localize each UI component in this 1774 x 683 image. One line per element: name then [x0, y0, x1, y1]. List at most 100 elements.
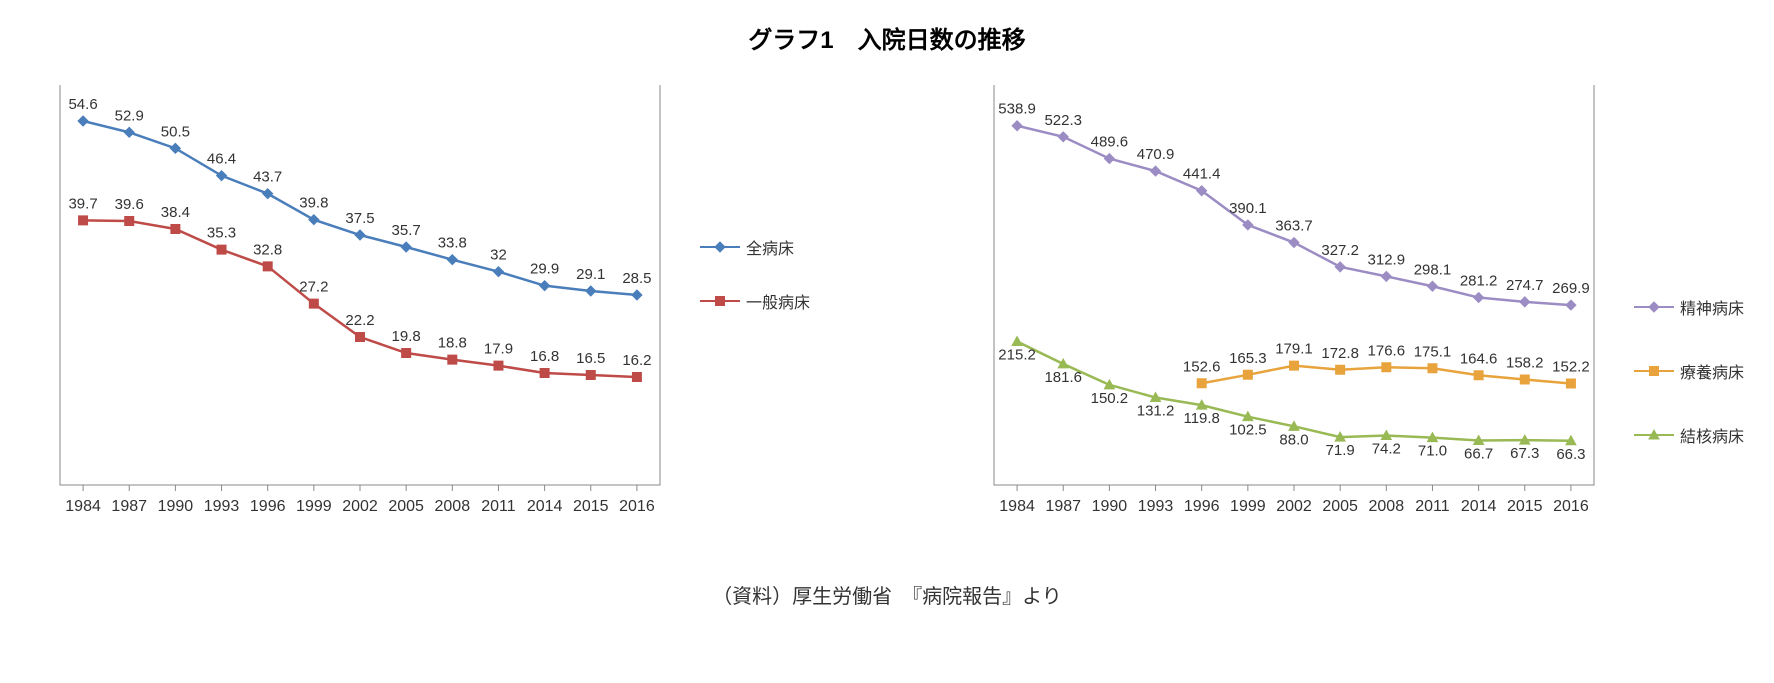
- svg-text:32: 32: [490, 247, 507, 264]
- svg-text:274.7: 274.7: [1506, 277, 1544, 294]
- legend-swatch: [1634, 434, 1674, 436]
- svg-text:33.8: 33.8: [438, 235, 467, 252]
- svg-text:1984: 1984: [999, 498, 1035, 515]
- legend-swatch: [1634, 370, 1674, 372]
- svg-text:27.2: 27.2: [299, 279, 328, 296]
- svg-text:35.3: 35.3: [207, 225, 236, 242]
- svg-text:298.1: 298.1: [1414, 261, 1452, 278]
- svg-text:119.8: 119.8: [1183, 410, 1219, 427]
- svg-text:1993: 1993: [1138, 498, 1174, 515]
- svg-text:39.7: 39.7: [68, 195, 97, 212]
- svg-text:52.9: 52.9: [115, 107, 144, 124]
- svg-text:2014: 2014: [527, 498, 563, 515]
- svg-text:538.9: 538.9: [998, 101, 1036, 118]
- svg-text:2005: 2005: [388, 498, 424, 515]
- svg-text:176.6: 176.6: [1368, 342, 1406, 359]
- svg-text:281.2: 281.2: [1460, 273, 1498, 290]
- legend-swatch: [700, 300, 740, 302]
- svg-text:39.6: 39.6: [115, 196, 144, 213]
- svg-text:66.7: 66.7: [1464, 446, 1493, 463]
- svg-text:2002: 2002: [1276, 498, 1312, 515]
- legend-label: 一般病床: [746, 289, 810, 313]
- svg-text:37.5: 37.5: [345, 210, 374, 227]
- svg-text:131.2: 131.2: [1137, 403, 1175, 420]
- svg-text:71.9: 71.9: [1326, 442, 1355, 459]
- svg-text:88.0: 88.0: [1279, 431, 1308, 448]
- svg-text:1984: 1984: [65, 498, 101, 515]
- svg-text:2014: 2014: [1461, 498, 1497, 515]
- legend-right: 精神病床療養病床結核病床: [1634, 295, 1744, 447]
- svg-text:165.3: 165.3: [1229, 350, 1267, 367]
- chart-left: 1984198719901993199619992002200520082011…: [30, 75, 690, 555]
- svg-text:28.5: 28.5: [622, 270, 651, 287]
- svg-text:54.6: 54.6: [68, 96, 97, 113]
- svg-text:2002: 2002: [342, 498, 378, 515]
- svg-text:152.6: 152.6: [1183, 358, 1221, 375]
- svg-text:74.2: 74.2: [1372, 441, 1401, 458]
- legend-item: 全病床: [700, 235, 810, 259]
- svg-text:2015: 2015: [573, 498, 609, 515]
- svg-text:16.2: 16.2: [622, 352, 651, 369]
- svg-text:18.8: 18.8: [438, 335, 467, 352]
- source-footer: （資料）厚生労働省 『病院報告』より: [30, 580, 1744, 609]
- svg-text:29.9: 29.9: [530, 261, 559, 278]
- svg-text:2011: 2011: [481, 498, 516, 515]
- svg-text:158.2: 158.2: [1506, 355, 1544, 372]
- svg-text:43.7: 43.7: [253, 169, 282, 186]
- svg-text:470.9: 470.9: [1137, 146, 1175, 163]
- svg-text:50.5: 50.5: [161, 123, 190, 140]
- legend-label: 精神病床: [1680, 295, 1744, 319]
- svg-text:1996: 1996: [250, 498, 286, 515]
- svg-text:66.3: 66.3: [1556, 446, 1585, 463]
- svg-text:19.8: 19.8: [392, 328, 421, 345]
- svg-text:102.5: 102.5: [1229, 422, 1267, 439]
- svg-text:1993: 1993: [204, 498, 240, 515]
- chart-title: グラフ1 入院日数の推移: [30, 20, 1744, 55]
- svg-text:179.1: 179.1: [1275, 341, 1313, 358]
- svg-text:2005: 2005: [1322, 498, 1358, 515]
- svg-text:363.7: 363.7: [1275, 218, 1313, 235]
- svg-text:2016: 2016: [1553, 498, 1589, 515]
- svg-text:150.2: 150.2: [1091, 390, 1129, 407]
- svg-text:522.3: 522.3: [1044, 112, 1082, 129]
- svg-text:312.9: 312.9: [1368, 251, 1406, 268]
- svg-text:16.5: 16.5: [576, 350, 605, 367]
- svg-text:441.4: 441.4: [1183, 166, 1221, 183]
- legend-label: 療養病床: [1680, 359, 1744, 383]
- charts-row: 1984 1987 1990 1993 1996 1999 2002 2005 2008 2011…: [30, 75, 1744, 555]
- legend-swatch: [1634, 306, 1674, 308]
- svg-text:1987: 1987: [1045, 498, 1081, 515]
- legend-label: 結核病床: [1680, 423, 1744, 447]
- svg-text:327.2: 327.2: [1321, 242, 1359, 259]
- chart-right: 1984198719901993199619992002200520082011…: [964, 75, 1624, 555]
- svg-text:181.6: 181.6: [1044, 369, 1082, 386]
- svg-text:1990: 1990: [158, 498, 194, 515]
- chart-right-block: 1984198719901993199619992002200520082011…: [964, 75, 1744, 555]
- svg-text:1999: 1999: [1230, 498, 1266, 515]
- legend-item: 一般病床: [700, 289, 810, 313]
- svg-text:2015: 2015: [1507, 498, 1543, 515]
- svg-text:489.6: 489.6: [1091, 134, 1129, 151]
- svg-text:164.6: 164.6: [1460, 350, 1498, 367]
- legend-label: 全病床: [746, 235, 794, 259]
- svg-text:16.8: 16.8: [530, 348, 559, 365]
- svg-text:2016: 2016: [619, 498, 655, 515]
- svg-text:2008: 2008: [1368, 498, 1404, 515]
- svg-text:17.9: 17.9: [484, 341, 513, 358]
- svg-text:390.1: 390.1: [1229, 200, 1267, 217]
- svg-text:1999: 1999: [296, 498, 332, 515]
- svg-text:1987: 1987: [111, 498, 147, 515]
- svg-text:22.2: 22.2: [345, 312, 374, 329]
- svg-text:1996: 1996: [1184, 498, 1220, 515]
- svg-text:32.8: 32.8: [253, 241, 282, 258]
- svg-text:35.7: 35.7: [392, 222, 421, 239]
- svg-text:269.9: 269.9: [1552, 280, 1590, 297]
- svg-text:215.2: 215.2: [998, 347, 1036, 364]
- svg-text:172.8: 172.8: [1321, 345, 1359, 362]
- legend-item: 精神病床: [1634, 295, 1744, 319]
- legend-swatch: [700, 246, 740, 248]
- legend-item: 療養病床: [1634, 359, 1744, 383]
- svg-text:175.1: 175.1: [1414, 343, 1452, 360]
- svg-text:67.3: 67.3: [1510, 445, 1539, 462]
- svg-text:2011: 2011: [1415, 498, 1450, 515]
